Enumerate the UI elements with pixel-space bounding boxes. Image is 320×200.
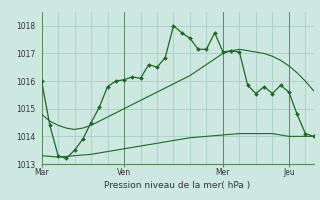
X-axis label: Pression niveau de la mer( hPa ): Pression niveau de la mer( hPa ): [104, 181, 251, 190]
